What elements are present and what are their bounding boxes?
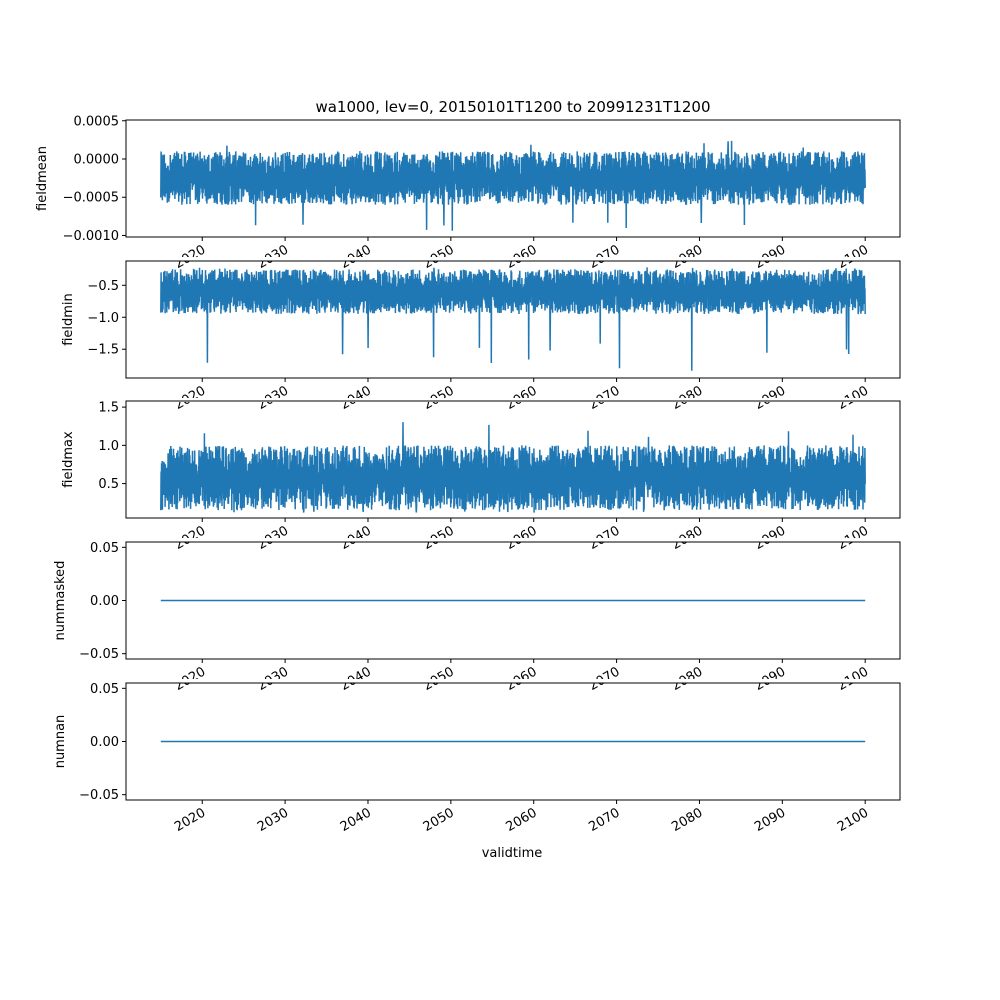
- y-tick-label: 0.0000: [74, 153, 120, 168]
- y-tick-label: 0.5: [98, 477, 119, 492]
- y-tick-label: −0.0010: [63, 229, 119, 244]
- label-mask: [126, 538, 940, 542]
- y-axis-label: nummasked: [53, 561, 68, 641]
- y-axis-label: fieldmax: [61, 431, 76, 488]
- y-axis-label: numnan: [53, 715, 68, 769]
- y-tick-label: 0.05: [90, 682, 119, 697]
- axes-frame: [125, 400, 901, 519]
- y-axis-label: fieldmean: [35, 146, 50, 211]
- y-tick-label: −0.05: [79, 788, 119, 803]
- label-mask: [126, 398, 940, 402]
- y-tick-label: 1.0: [98, 439, 119, 454]
- series-line-fieldmean: [160, 140, 866, 231]
- label-mask: [126, 257, 940, 261]
- y-tick-label: 0.00: [90, 735, 119, 750]
- y-tick-label: 0.0005: [74, 114, 120, 129]
- y-tick-label: −0.05: [79, 647, 119, 662]
- y-tick-label: 1.5: [98, 401, 119, 416]
- axes-frame: [125, 260, 901, 379]
- series-line-fieldmin: [160, 267, 866, 371]
- y-tick-label: −0.0005: [63, 191, 119, 206]
- x-axis-label: validtime: [482, 846, 543, 861]
- label-mask: [126, 679, 940, 683]
- y-tick-label: −1.5: [87, 343, 119, 358]
- series-line-fieldmax: [160, 422, 866, 513]
- y-axis-label: fieldmin: [61, 293, 76, 346]
- y-tick-label: 0.05: [90, 541, 119, 556]
- axes-frame: [125, 119, 901, 238]
- chart-title: wa1000, lev=0, 20150101T1200 to 20991231…: [315, 98, 710, 116]
- y-tick-label: −1.0: [87, 311, 119, 326]
- y-tick-label: −0.5: [87, 279, 119, 294]
- y-tick-label: 0.00: [90, 594, 119, 609]
